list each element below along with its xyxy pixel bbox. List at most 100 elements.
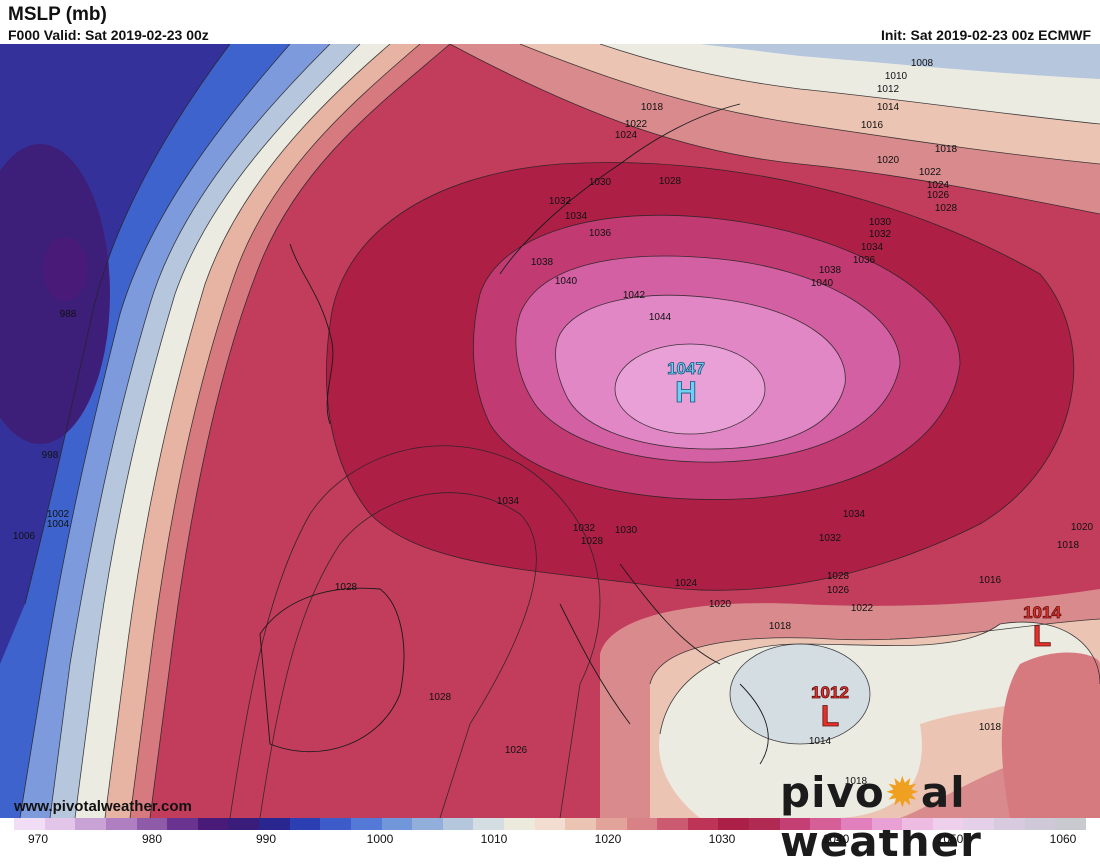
- isobar-label: 1032: [573, 523, 596, 534]
- brand-text-left: pivo: [780, 768, 885, 817]
- colorbar-swatch: [412, 818, 443, 830]
- deep-low-inner: [43, 237, 87, 301]
- colorbar-swatch: [687, 818, 719, 830]
- website-credit[interactable]: www.pivotalweather.com: [14, 798, 192, 815]
- isobar-label: 1032: [549, 196, 572, 207]
- isobar-label: 1018: [845, 776, 868, 787]
- colorbar-tick: 980: [141, 832, 163, 846]
- colorbar-swatch: [473, 818, 504, 830]
- isobar-label: 1024: [675, 578, 698, 589]
- colorbar-swatch: [167, 818, 198, 830]
- colorbar: [14, 818, 1086, 830]
- isobar-label: 1028: [581, 536, 604, 547]
- isobar-label: 1006: [13, 531, 36, 542]
- colorbar-swatch: [197, 818, 229, 830]
- colorbar-swatch: [595, 818, 627, 830]
- colorbar-swatch: [534, 818, 566, 830]
- isobar-label: 1030: [589, 177, 612, 188]
- isobar-label: 1028: [659, 176, 682, 187]
- colorbar-swatch: [381, 818, 413, 830]
- colorbar-swatch: [136, 818, 168, 830]
- low-value: 1012: [811, 683, 849, 702]
- isobar-label: 1040: [811, 278, 834, 289]
- colorbar-swatch: [44, 818, 76, 830]
- colorbar-swatch: [105, 818, 137, 830]
- header: MSLP (mb) F000 Valid: Sat 2019-02-23 00z…: [0, 0, 1100, 44]
- colorbar-swatch: [963, 818, 994, 830]
- isobar-label: 1018: [641, 102, 664, 113]
- isobar-label: 1018: [979, 722, 1002, 733]
- colorbar-swatch: [994, 818, 1025, 830]
- colorbar-swatch: [840, 818, 872, 830]
- low-marker-east: 1014 L: [1023, 603, 1062, 654]
- isobar-label: 1002: [47, 509, 70, 520]
- isobar-label: 1038: [819, 265, 842, 276]
- colorbar-swatch: [565, 818, 596, 830]
- isobar-label: 1010: [885, 71, 908, 82]
- isobar-label: 1024: [615, 130, 638, 141]
- isobar-label: 1022: [851, 603, 874, 614]
- colorbar-tick: 1050: [936, 832, 964, 846]
- isobar-label: 1032: [869, 229, 892, 240]
- band-north-4: [700, 44, 1100, 79]
- med-low-core: [730, 644, 870, 744]
- isobar-label: 1008: [911, 58, 934, 69]
- colorbar-tick: 1040: [822, 832, 850, 846]
- colorbar-swatch: [75, 818, 106, 830]
- high-value: 1047: [667, 359, 705, 378]
- isobar-label: 1026: [827, 585, 850, 596]
- anatolia-high: [1001, 652, 1100, 818]
- colorbar-tick: 1060: [1049, 832, 1077, 846]
- isobar-labels: 1008 1010 1012 1014 1016 1018 1020 1022 …: [13, 58, 1094, 787]
- colorbar-swatch: [626, 818, 658, 830]
- isobar-label: 988: [60, 309, 77, 320]
- isobar-label: 1034: [497, 496, 520, 507]
- colorbar-swatch: [749, 818, 780, 830]
- high-marker: 1047 H: [667, 359, 706, 410]
- colorbar-swatch: [932, 818, 964, 830]
- isobar-label: 998: [42, 450, 59, 461]
- high-core: [615, 344, 765, 434]
- isobar-label: 1018: [769, 621, 792, 632]
- isobar-label: 1018: [1057, 540, 1080, 551]
- colorbar-tick: 1010: [480, 832, 508, 846]
- colorbar-swatch: [1024, 818, 1056, 830]
- isobar-label: 1042: [623, 290, 646, 301]
- isobar-label: 1020: [877, 155, 900, 166]
- isobar-label: 1028: [935, 203, 958, 214]
- isobar-label: 1026: [505, 745, 528, 756]
- colorbar-tick: 1020: [594, 832, 622, 846]
- pressure-map[interactable]: 1008 1010 1012 1014 1016 1018 1020 1022 …: [0, 44, 1100, 818]
- low-letter: L: [1033, 620, 1051, 653]
- init-time: Init: Sat 2019-02-23 00z ECMWF: [880, 27, 1091, 43]
- colorbar-swatch: [259, 818, 290, 830]
- isobar-label: 1036: [853, 255, 876, 266]
- isobar-label: 1020: [1071, 522, 1094, 533]
- colorbar-swatch: [442, 818, 474, 830]
- colorbar-swatch: [14, 818, 45, 830]
- colorbar-swatch: [320, 818, 351, 830]
- isobar-label: 1028: [335, 582, 358, 593]
- isobar-label: 1028: [429, 692, 452, 703]
- colorbar-tick: 1030: [708, 832, 736, 846]
- isobar-label: 1030: [615, 525, 638, 536]
- colorbar-swatch: [657, 818, 688, 830]
- colorbar-ticks: 970 980 990 1000 1010 1020 1030 1040 105…: [0, 832, 1100, 850]
- isobar-label: 1004: [47, 519, 70, 530]
- colorbar-swatch: [228, 818, 259, 830]
- isobar-label: 1034: [565, 211, 588, 222]
- colorbar-swatch: [779, 818, 811, 830]
- coastlines: [259, 103, 769, 765]
- colorbar-tick: 1000: [366, 832, 394, 846]
- brand-logo: pivo✹al weather: [780, 768, 1100, 866]
- gear-icon: ✹: [884, 768, 921, 817]
- colorbar-swatch: [718, 818, 749, 830]
- low-letter: L: [821, 700, 839, 733]
- map-title: MSLP (mb): [8, 4, 107, 25]
- low-marker-aegean: 1012 L: [811, 683, 850, 734]
- isobar-label: 1014: [809, 736, 832, 747]
- high-letter: H: [675, 376, 697, 409]
- isobars: [19, 44, 1100, 818]
- isobar-label: 1030: [869, 217, 892, 228]
- isobar-label: 1020: [709, 599, 732, 610]
